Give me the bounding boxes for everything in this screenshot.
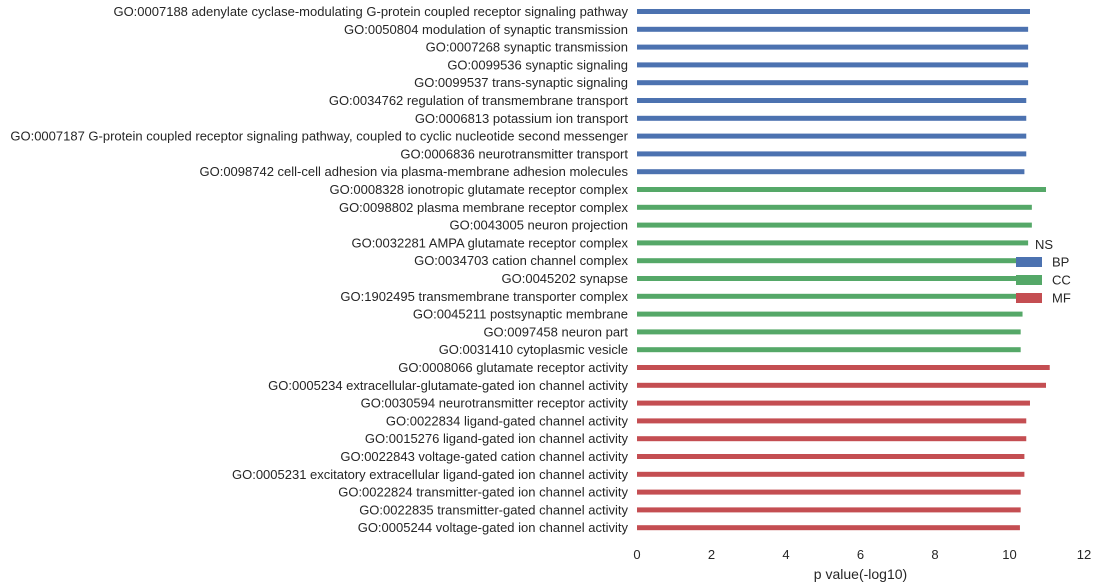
bar-cc (637, 311, 1023, 317)
bar-mf (637, 525, 1020, 531)
legend-swatch-mf (1016, 293, 1042, 303)
category-label: GO:0022824 transmitter-gated ion channel… (338, 485, 628, 500)
bar-cc (637, 187, 1047, 192)
category-label: GO:0031410 cytoplasmic vesicle (439, 342, 628, 357)
category-label: GO:0098802 plasma membrane receptor comp… (339, 200, 629, 215)
category-label: GO:0050804 modulation of synaptic transm… (344, 22, 628, 37)
category-label: GO:0045211 postsynaptic membrane (413, 307, 628, 322)
bar-bp (637, 133, 1027, 139)
category-label: GO:1902495 transmembrane transporter com… (340, 289, 628, 304)
bar-cc (637, 258, 1025, 264)
category-label: GO:0032281 AMPA glutamate receptor compl… (351, 235, 628, 250)
bar-mf (637, 507, 1021, 513)
x-axis-title: p value(-log10) (814, 566, 907, 582)
bar-cc (637, 222, 1032, 228)
bar-cc (637, 329, 1021, 335)
bar-bp (637, 44, 1029, 50)
legend-label-mf: MF (1052, 291, 1071, 306)
category-label: GO:0045202 synapse (502, 271, 628, 286)
bar-cc (637, 276, 1025, 281)
bar-mf (637, 382, 1047, 388)
category-label: GO:0005231 excitatory extracellular liga… (232, 467, 629, 482)
category-label: GO:0007188 adenylate cyclase-modulating … (113, 4, 628, 19)
bar-bp (637, 62, 1029, 68)
bars (637, 9, 1050, 531)
bar-bp (637, 169, 1025, 175)
bar-mf (637, 471, 1025, 477)
x-axis-ticks: 0 2 4 6 8 10 12 (633, 547, 1091, 562)
bar-mf (637, 489, 1021, 495)
bar-bp (637, 9, 1030, 14)
x-tick-label: 12 (1077, 547, 1091, 562)
category-label: GO:0005234 extracellular-glutamate-gated… (268, 378, 628, 393)
category-label: GO:0008328 ionotropic glutamate receptor… (330, 182, 629, 197)
bar-mf (637, 418, 1027, 424)
x-tick-label: 2 (708, 547, 715, 562)
category-label: GO:0015276 ligand-gated ion channel acti… (365, 431, 629, 446)
bar-bp (637, 115, 1027, 121)
category-label: GO:0022835 transmitter-gated channel act… (359, 502, 628, 517)
bar-bp (637, 26, 1029, 32)
bar-mf (637, 454, 1025, 459)
x-tick-label: 4 (782, 547, 789, 562)
category-label: GO:0043005 neuron projection (449, 218, 628, 233)
bar-cc (637, 240, 1029, 246)
bar-mf (637, 436, 1027, 442)
category-label: GO:0006813 potassium ion transport (415, 111, 629, 126)
legend-label-bp: BP (1052, 255, 1069, 270)
x-tick-label: 0 (633, 547, 640, 562)
x-tick-label: 6 (857, 547, 864, 562)
category-label: GO:0097458 neuron part (483, 324, 628, 339)
bar-bp (637, 151, 1027, 157)
category-label: GO:0034703 cation channel complex (414, 253, 628, 268)
category-label: GO:0030594 neurotransmitter receptor act… (361, 396, 629, 411)
bar-cc (637, 293, 1025, 299)
bar-mf (637, 400, 1030, 406)
category-label: GO:0099537 trans-synaptic signaling (414, 75, 628, 90)
bar-mf (637, 365, 1050, 370)
category-label: GO:0006836 neurotransmitter transport (400, 146, 628, 161)
legend-swatch-bp (1016, 257, 1042, 267)
category-label: GO:0007187 G-protein coupled receptor si… (10, 129, 628, 144)
legend-label-cc: CC (1052, 273, 1071, 288)
legend-title: NS (1035, 237, 1053, 252)
category-label: GO:0098742 cell-cell adhesion via plasma… (199, 164, 628, 179)
category-label: GO:0022843 voltage-gated cation channel … (340, 449, 628, 464)
x-tick-label: 8 (931, 547, 938, 562)
category-label: GO:0034762 regulation of transmembrane t… (329, 93, 629, 108)
legend: NS BP CC MF (1016, 237, 1071, 306)
category-label: GO:0022834 ligand-gated channel activity (386, 413, 629, 428)
category-label: GO:0008066 glutamate receptor activity (398, 360, 628, 375)
bar-bp (637, 98, 1027, 103)
legend-swatch-cc (1016, 275, 1042, 285)
category-label: GO:0005244 voltage-gated ion channel act… (358, 520, 629, 535)
bar-cc (637, 347, 1021, 353)
bar-bp (637, 80, 1029, 86)
category-labels: GO:0007188 adenylate cyclase-modulating … (10, 4, 628, 535)
category-label: GO:0099536 synaptic signaling (447, 57, 628, 72)
bar-cc (637, 204, 1032, 210)
category-label: GO:0007268 synaptic transmission (426, 40, 628, 55)
x-tick-label: 10 (1002, 547, 1016, 562)
